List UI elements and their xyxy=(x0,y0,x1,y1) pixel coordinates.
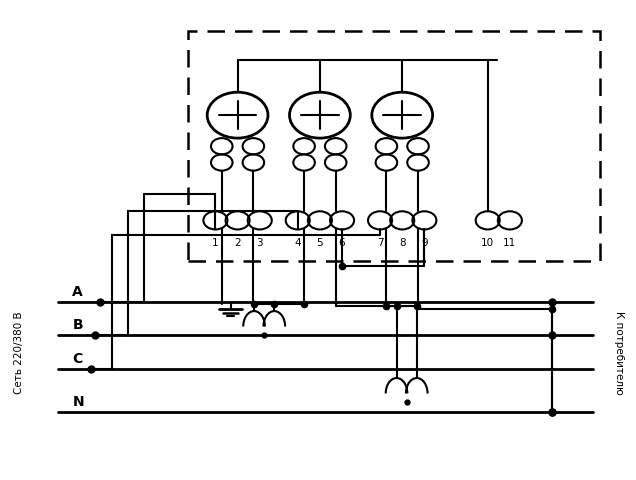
Text: 9: 9 xyxy=(421,237,427,247)
Text: 7: 7 xyxy=(377,237,384,247)
Text: К потребителю: К потребителю xyxy=(614,311,624,394)
Text: 3: 3 xyxy=(256,237,263,247)
Text: 8: 8 xyxy=(399,237,406,247)
Text: 2: 2 xyxy=(234,237,241,247)
Text: 5: 5 xyxy=(317,237,323,247)
Text: 4: 4 xyxy=(294,237,301,247)
Text: 10: 10 xyxy=(481,237,494,247)
Text: 11: 11 xyxy=(503,237,516,247)
Text: 6: 6 xyxy=(339,237,345,247)
Bar xyxy=(188,33,600,262)
Text: Сеть 220/380 В: Сеть 220/380 В xyxy=(14,311,24,394)
Text: A: A xyxy=(73,284,83,298)
Text: N: N xyxy=(73,394,84,408)
Text: B: B xyxy=(73,318,83,332)
Text: 1: 1 xyxy=(212,237,219,247)
Text: C: C xyxy=(73,351,83,365)
